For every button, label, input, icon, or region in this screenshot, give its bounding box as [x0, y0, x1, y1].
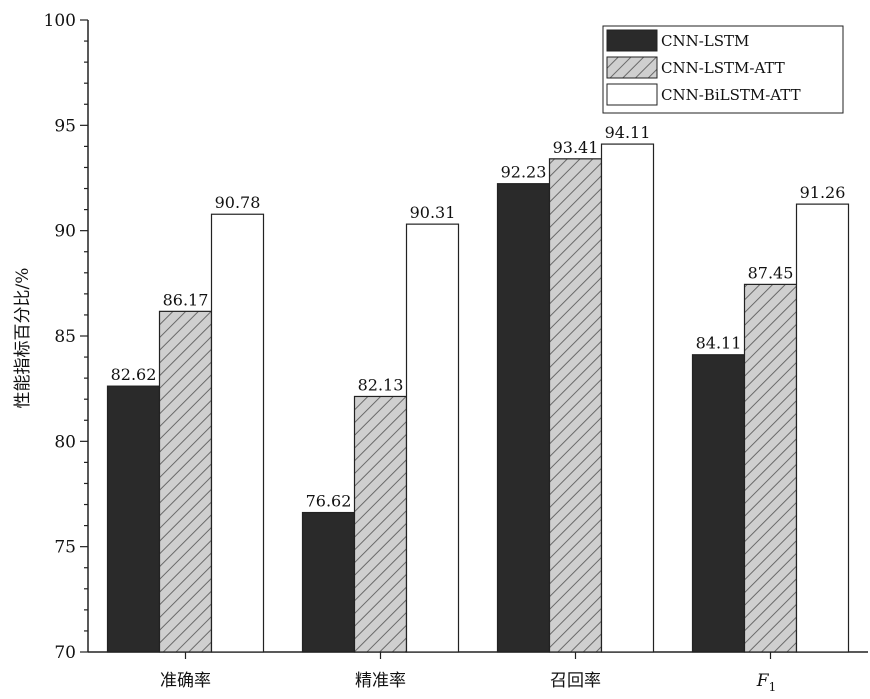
- x-axis: 准确率 精准率 召回率 F1: [88, 651, 868, 694]
- data-label: 86.17: [163, 290, 209, 309]
- bars: 82.62 86.17 90.78 76.62 82.13 90.31 92.23 93.41…: [106, 123, 850, 653]
- data-label: 92.23: [501, 163, 547, 182]
- bar: [405, 223, 460, 653]
- bar: [210, 213, 265, 653]
- y-axis-title: 性能指标百分比/%: [13, 268, 33, 409]
- legend-swatch: [606, 29, 658, 52]
- y-tick-label: 100: [44, 11, 76, 31]
- data-label: 90.31: [410, 203, 456, 222]
- x-tick-label: F1: [756, 671, 776, 694]
- data-label: 76.62: [306, 492, 352, 511]
- data-label: 82.13: [358, 375, 404, 394]
- bar: [548, 158, 603, 653]
- y-tick-label: 80: [54, 432, 76, 452]
- bar: [301, 511, 356, 653]
- bar: [158, 310, 213, 653]
- data-label: 93.41: [553, 138, 599, 157]
- bar: [496, 183, 551, 653]
- bar: [795, 203, 850, 653]
- y-tick-label: 75: [54, 538, 76, 558]
- legend: CNN-LSTM CNN-LSTM-ATT CNN-BiLSTM-ATT: [602, 25, 844, 114]
- data-label: 91.26: [800, 183, 846, 202]
- bar: [691, 354, 746, 653]
- legend-swatch: [606, 83, 658, 106]
- data-label: 87.45: [748, 263, 794, 282]
- legend-entry: CNN-BiLSTM-ATT: [661, 86, 801, 104]
- bar: [106, 385, 161, 653]
- data-label: 82.62: [111, 365, 157, 384]
- y-tick-label: 85: [54, 327, 76, 347]
- x-tick-label: 准确率: [160, 671, 211, 691]
- legend-entry: CNN-LSTM-ATT: [661, 59, 785, 77]
- y-tick-label: 70: [54, 643, 76, 663]
- y-axis: 70 75 80 85 90 95 100: [44, 11, 89, 663]
- x-tick-label: 召回率: [550, 671, 601, 691]
- bar: [743, 283, 798, 653]
- x-tick-label: 精准率: [355, 671, 406, 691]
- y-tick-label: 95: [54, 116, 76, 136]
- y-tick-label: 90: [54, 222, 76, 242]
- data-label: 84.11: [696, 334, 742, 353]
- data-label: 90.78: [215, 193, 261, 212]
- bar: [600, 143, 655, 653]
- legend-swatch: [606, 56, 658, 79]
- data-label: 94.11: [605, 123, 651, 142]
- bar: [353, 395, 408, 653]
- legend-entry: CNN-LSTM: [661, 32, 749, 50]
